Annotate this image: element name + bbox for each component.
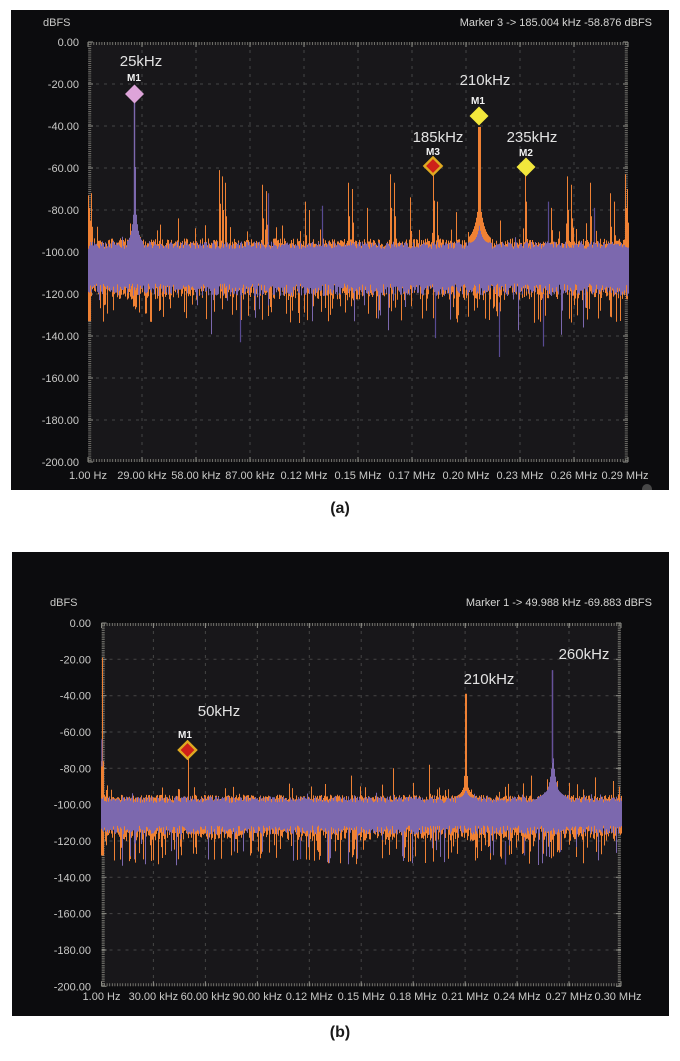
svg-text:-200.00: -200.00 — [42, 457, 79, 469]
svg-text:-140.00: -140.00 — [42, 331, 79, 343]
svg-text:-160.00: -160.00 — [54, 909, 91, 921]
svg-text:-40.00: -40.00 — [48, 121, 79, 133]
svg-text:90.00 kHz: 90.00 kHz — [233, 991, 283, 1003]
svg-text:210kHz: 210kHz — [460, 72, 511, 89]
svg-text:-180.00: -180.00 — [42, 415, 79, 427]
svg-text:58.00 kHz: 58.00 kHz — [171, 470, 221, 482]
svg-text:1.00 Hz: 1.00 Hz — [69, 470, 107, 482]
svg-text:-40.00: -40.00 — [60, 691, 91, 703]
svg-text:M2: M2 — [519, 148, 533, 159]
svg-text:0.30 MHz: 0.30 MHz — [594, 991, 641, 1003]
svg-text:-180.00: -180.00 — [54, 945, 91, 957]
svg-text:0.00: 0.00 — [58, 37, 79, 49]
svg-text:60.00 kHz: 60.00 kHz — [181, 991, 231, 1003]
svg-text:235kHz: 235kHz — [507, 129, 558, 146]
svg-text:Marker 3 -> 185.004 kHz -58.87: Marker 3 -> 185.004 kHz -58.876 dBFS — [460, 17, 652, 29]
svg-text:-120.00: -120.00 — [54, 836, 91, 848]
svg-text:50kHz: 50kHz — [198, 703, 241, 720]
svg-text:-200.00: -200.00 — [54, 981, 91, 993]
svg-text:-120.00: -120.00 — [42, 289, 79, 301]
svg-text:0.24 MHz: 0.24 MHz — [494, 991, 541, 1003]
svg-text:-100.00: -100.00 — [54, 800, 91, 812]
svg-text:87.00 kHz: 87.00 kHz — [225, 470, 275, 482]
svg-text:-20.00: -20.00 — [60, 654, 91, 666]
svg-text:29.00 kHz: 29.00 kHz — [117, 470, 167, 482]
svg-text:M1: M1 — [178, 730, 192, 741]
svg-text:0.21 MHz: 0.21 MHz — [442, 991, 489, 1003]
svg-text:-80.00: -80.00 — [48, 205, 79, 217]
svg-text:Marker 1 -> 49.988 kHz -69.883: Marker 1 -> 49.988 kHz -69.883 dBFS — [466, 597, 652, 609]
svg-text:dBFS: dBFS — [50, 597, 78, 609]
svg-text:0.17 MHz: 0.17 MHz — [388, 470, 435, 482]
svg-text:1.00 Hz: 1.00 Hz — [83, 991, 121, 1003]
svg-text:0.20 MHz: 0.20 MHz — [442, 470, 489, 482]
svg-text:M1: M1 — [471, 96, 485, 107]
svg-text:210kHz: 210kHz — [464, 671, 515, 688]
svg-text:0.15 MHz: 0.15 MHz — [338, 991, 385, 1003]
svg-text:M3: M3 — [426, 147, 440, 158]
svg-text:0.27 MHz: 0.27 MHz — [545, 991, 592, 1003]
svg-text:-80.00: -80.00 — [60, 763, 91, 775]
svg-text:30.00 kHz: 30.00 kHz — [129, 991, 179, 1003]
svg-text:0.29 MHz: 0.29 MHz — [601, 470, 648, 482]
svg-text:25kHz: 25kHz — [120, 53, 163, 70]
svg-text:0.18 MHz: 0.18 MHz — [390, 991, 437, 1003]
svg-text:260kHz: 260kHz — [559, 646, 610, 663]
svg-text:M1: M1 — [127, 73, 141, 84]
svg-text:-100.00: -100.00 — [42, 247, 79, 259]
svg-text:0.23 MHz: 0.23 MHz — [496, 470, 543, 482]
svg-text:0.12 MHz: 0.12 MHz — [280, 470, 327, 482]
svg-text:-60.00: -60.00 — [48, 163, 79, 175]
svg-text:0.15 MHz: 0.15 MHz — [334, 470, 381, 482]
svg-text:0.26 MHz: 0.26 MHz — [550, 470, 597, 482]
svg-text:0.00: 0.00 — [70, 618, 91, 630]
svg-text:-140.00: -140.00 — [54, 872, 91, 884]
svg-text:-60.00: -60.00 — [60, 727, 91, 739]
svg-text:-20.00: -20.00 — [48, 79, 79, 91]
svg-text:185kHz: 185kHz — [413, 129, 464, 146]
svg-text:0.12 MHz: 0.12 MHz — [286, 991, 333, 1003]
svg-text:dBFS: dBFS — [43, 17, 71, 29]
svg-text:-160.00: -160.00 — [42, 373, 79, 385]
